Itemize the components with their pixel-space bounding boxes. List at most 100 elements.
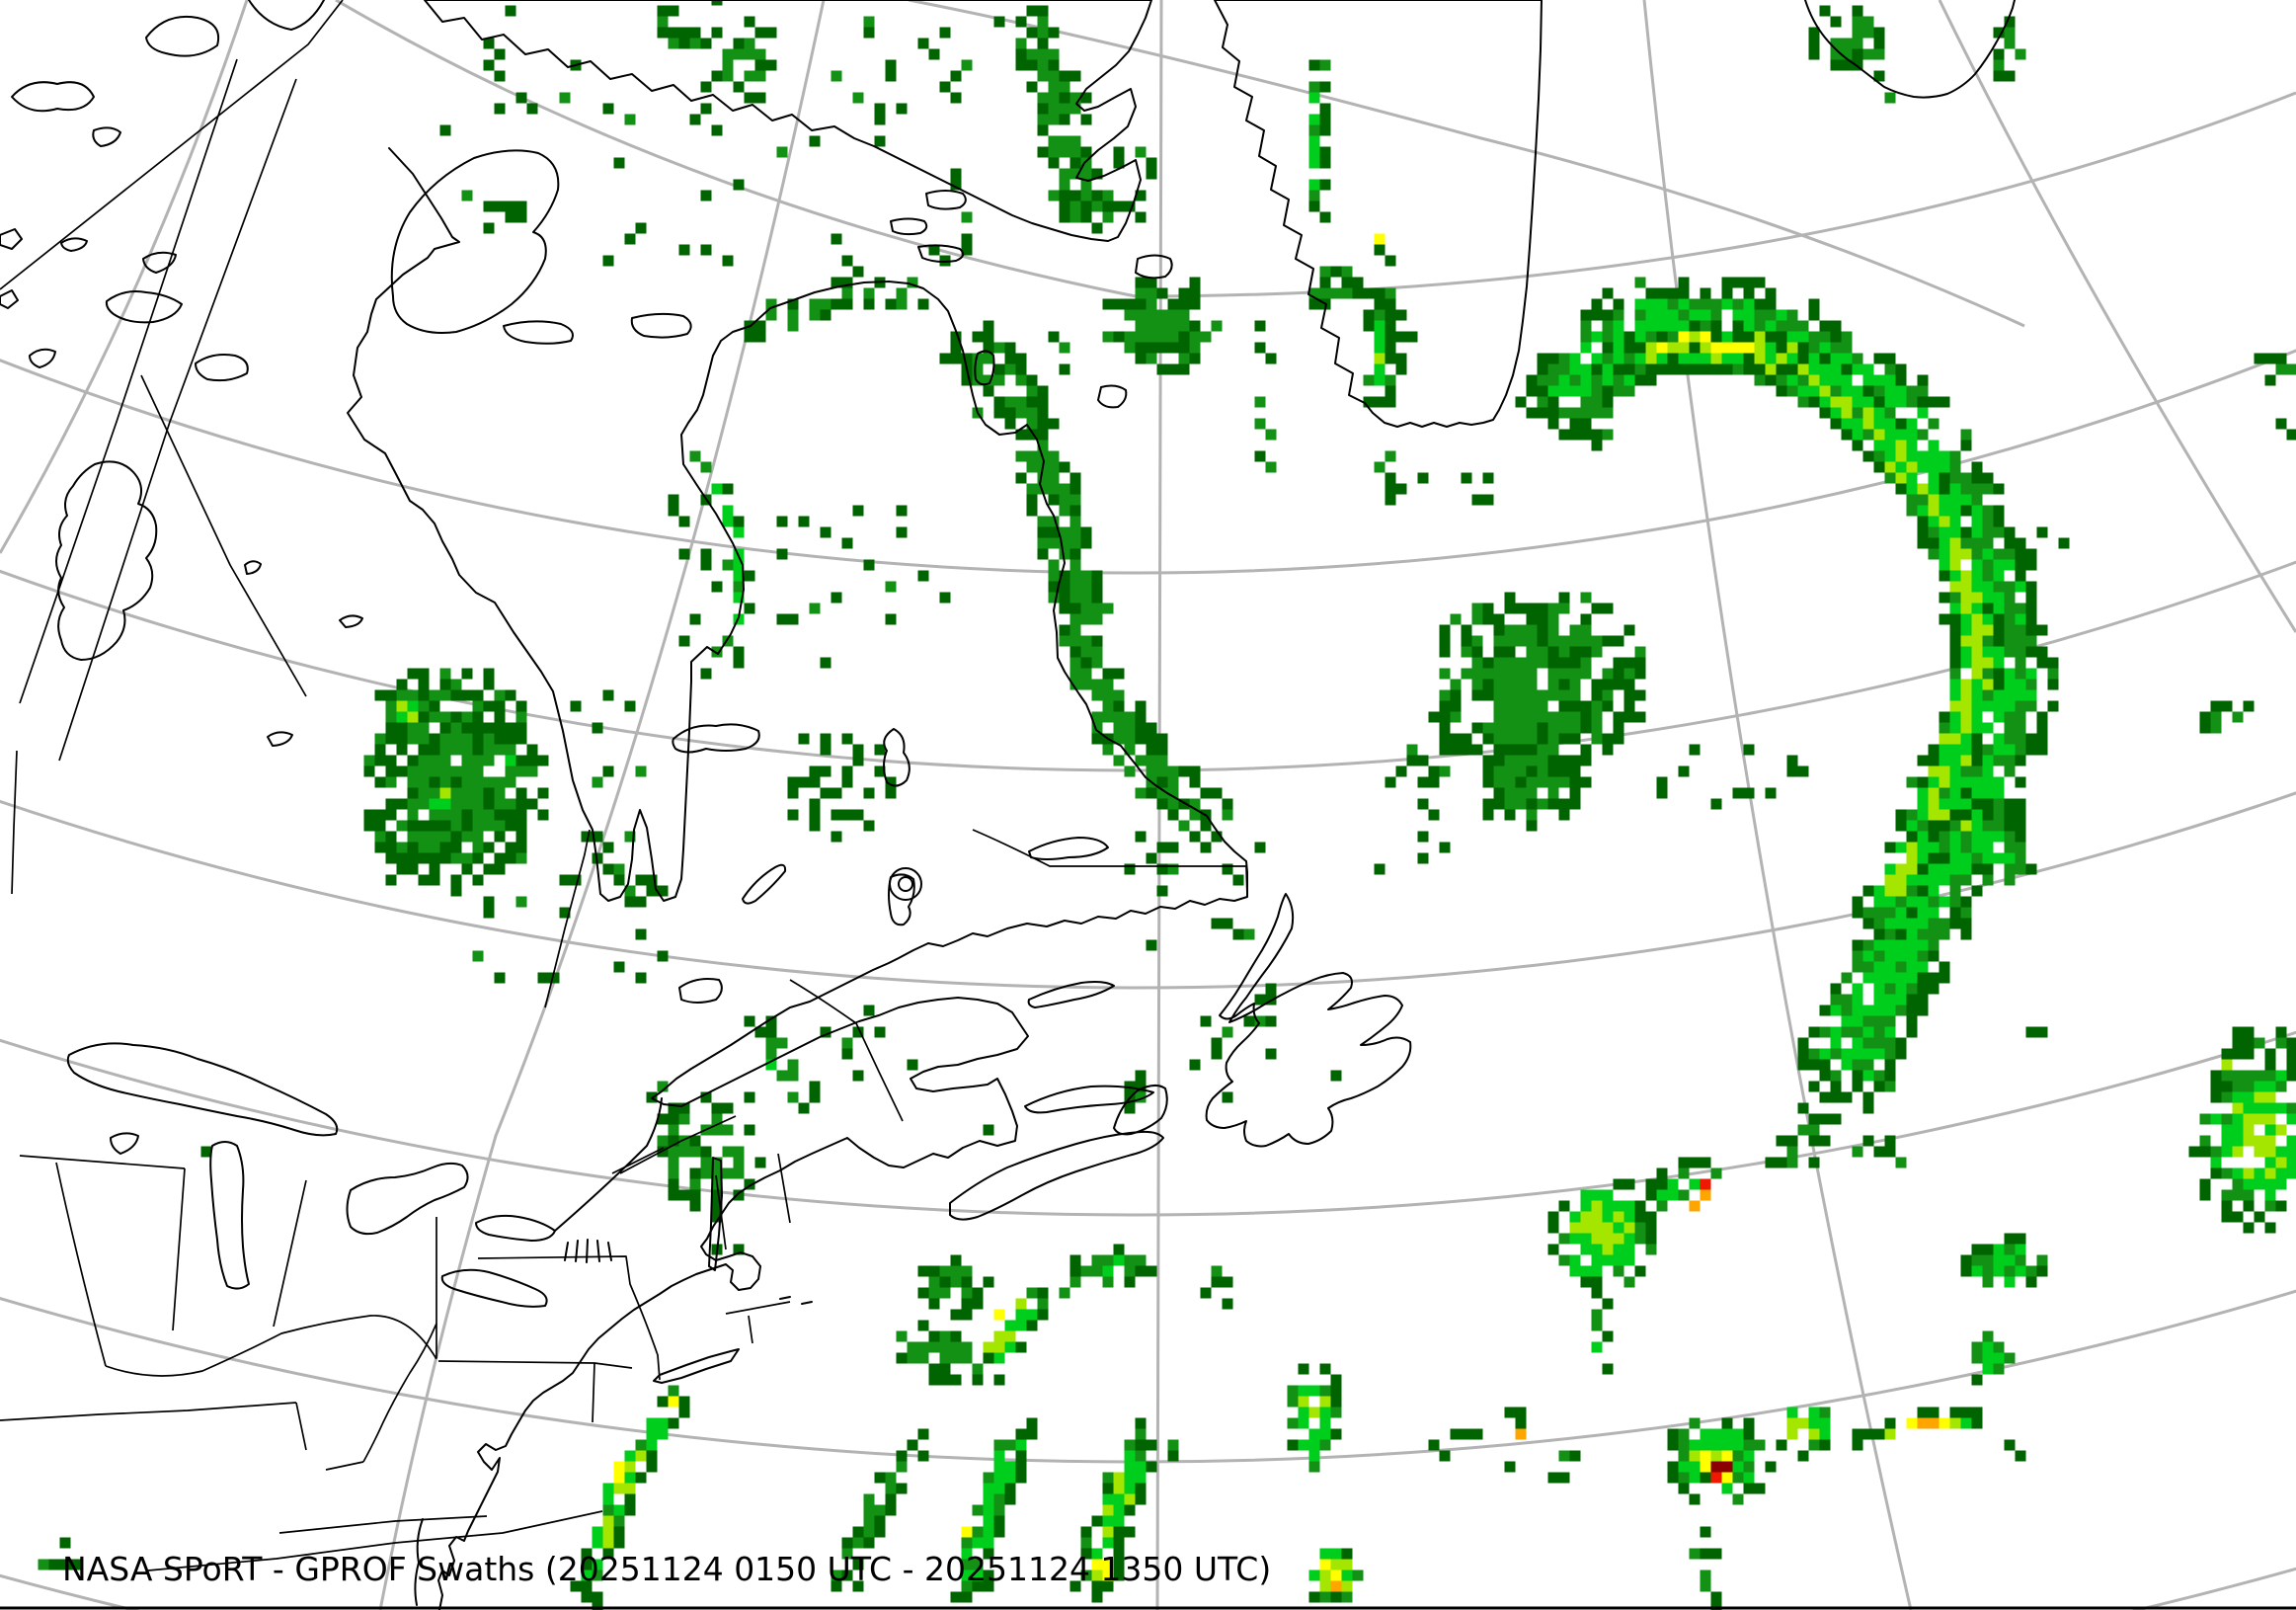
precip-cell [1580, 418, 1592, 430]
precip-cell [1504, 722, 1516, 734]
precip-cell [1069, 483, 1081, 495]
precip-cell [1645, 374, 1657, 386]
precip-cell [1004, 1439, 1016, 1451]
precip-cell [1037, 92, 1049, 104]
precip-cell [841, 255, 853, 267]
precip-cell [2004, 1265, 2016, 1277]
precip-cell [1841, 396, 1853, 408]
parallel-line [0, 348, 2296, 574]
precip-cell [1623, 353, 1635, 364]
precip-cell [2264, 1146, 2276, 1158]
precip-cell [917, 1450, 929, 1462]
precip-cell [841, 1048, 853, 1060]
precip-cell [1819, 5, 1831, 17]
precip-cell [1786, 385, 1798, 397]
precip-cell [1308, 59, 1320, 71]
political-border [619, 1115, 737, 1174]
precip-cell [1830, 353, 1842, 364]
precip-cell [1374, 863, 1386, 875]
precip-cell [1830, 1113, 1842, 1125]
precip-cell [1982, 613, 1994, 625]
precip-cell [1819, 1439, 1831, 1451]
precip-cell [787, 613, 799, 625]
precip-cell [972, 1570, 984, 1581]
precip-cell [1048, 190, 1060, 201]
precip-cell [1102, 744, 1114, 756]
precip-cell [494, 852, 506, 864]
precip-cell [1069, 613, 1081, 625]
precip-cell [1124, 711, 1136, 723]
precip-cell [2004, 798, 2016, 810]
precip-cell [2004, 603, 2016, 614]
precip-cell [1873, 983, 1885, 995]
precip-cell [1949, 548, 1961, 560]
precip-cell [461, 831, 473, 843]
precip-cell [1135, 309, 1147, 321]
precip-cell [2004, 16, 2016, 28]
precip-cell [1515, 603, 1527, 614]
precip-cell [1873, 407, 1885, 419]
precip-cell [2004, 668, 2016, 680]
precip-cell [1862, 407, 1874, 419]
precip-cell [1059, 1287, 1070, 1299]
precip-cell [1015, 59, 1027, 71]
precip-cell [1537, 635, 1548, 647]
precip-cell [1580, 1211, 1592, 1223]
precip-cell [1482, 798, 1494, 810]
precip-cell [2047, 668, 2059, 680]
precip-cell [1124, 863, 1136, 875]
precip-cell [1949, 722, 1961, 734]
precip-cell [1602, 363, 1614, 375]
precip-cell [1026, 5, 1038, 17]
precip-cell [1569, 635, 1581, 647]
precip-cell [896, 103, 908, 115]
precip-cell [1059, 635, 1070, 647]
precip-cell [657, 885, 669, 897]
precip-cell [1776, 363, 1787, 375]
precip-cell [1993, 733, 2005, 745]
precip-cell [1146, 765, 1157, 777]
precip-cell [1667, 309, 1679, 321]
precip-cell [1797, 385, 1809, 397]
precip-cell [1808, 353, 1820, 364]
precip-cell [1960, 1254, 1972, 1266]
precip-cell [972, 1559, 984, 1570]
precip-cell [1960, 624, 1972, 636]
precip-cell [1178, 298, 1190, 310]
coastline [110, 1132, 139, 1155]
precip-cell [733, 1244, 745, 1255]
precip-cell [711, 483, 723, 495]
precip-cell [2286, 1146, 2296, 1158]
precip-cell [1091, 1515, 1103, 1527]
precip-cell [1971, 570, 1983, 582]
precip-cell [1960, 440, 1972, 451]
precip-cell [1939, 776, 1950, 788]
precip-cell [1537, 603, 1548, 614]
precip-cell [1102, 1580, 1114, 1592]
precip-cell [2286, 1167, 2296, 1179]
precip-cell [1591, 1189, 1603, 1201]
precip-cell [668, 1146, 679, 1158]
precip-cell [1613, 635, 1624, 647]
precip-cell [1374, 287, 1386, 299]
precip-cell [1710, 298, 1722, 310]
precip-cell [1960, 863, 1972, 875]
precip-cell [1515, 689, 1527, 701]
precip-cell [765, 1048, 777, 1060]
precip-cell [1167, 320, 1179, 332]
precip-cell [1189, 298, 1201, 310]
precip-cell [1678, 342, 1690, 354]
precip-cell [1515, 668, 1527, 680]
precip-cell [1504, 733, 1516, 745]
precip-cell [1124, 309, 1136, 321]
precip-cell [1949, 733, 1961, 745]
precip-cell [1743, 787, 1755, 799]
precip-cell [1526, 744, 1538, 756]
precip-cell [1906, 472, 1918, 484]
precip-cell [1113, 1493, 1125, 1505]
precip-cell [1786, 1135, 1798, 1147]
precip-cell [1949, 494, 1961, 506]
precip-cell [917, 298, 929, 310]
precip-cell [1037, 1287, 1049, 1299]
